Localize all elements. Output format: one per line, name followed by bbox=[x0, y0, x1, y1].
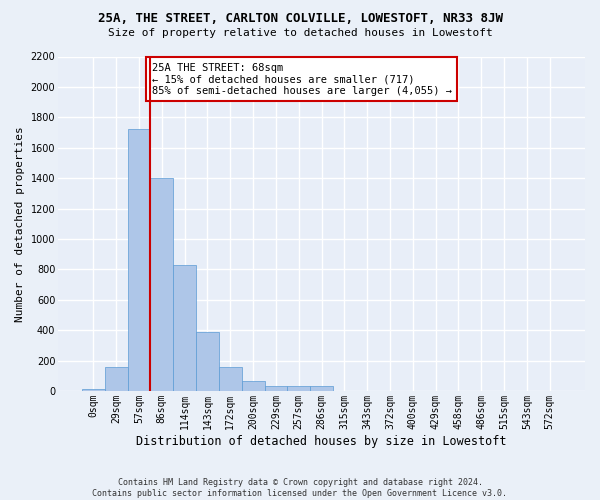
Bar bbox=[151, 178, 173, 391]
X-axis label: Distribution of detached houses by size in Lowestoft: Distribution of detached houses by size … bbox=[136, 434, 507, 448]
Text: 25A THE STREET: 68sqm
← 15% of detached houses are smaller (717)
85% of semi-det: 25A THE STREET: 68sqm ← 15% of detached … bbox=[152, 62, 452, 96]
Bar bbox=[128, 130, 151, 391]
Text: Contains HM Land Registry data © Crown copyright and database right 2024.
Contai: Contains HM Land Registry data © Crown c… bbox=[92, 478, 508, 498]
Bar bbox=[105, 368, 128, 391]
Bar bbox=[196, 332, 219, 391]
Text: 25A, THE STREET, CARLTON COLVILLE, LOWESTOFT, NR33 8JW: 25A, THE STREET, CARLTON COLVILLE, LOWES… bbox=[97, 12, 503, 26]
Bar bbox=[287, 386, 310, 391]
Bar bbox=[265, 386, 287, 391]
Bar bbox=[82, 388, 105, 391]
Y-axis label: Number of detached properties: Number of detached properties bbox=[15, 126, 25, 322]
Bar bbox=[242, 381, 265, 391]
Text: Size of property relative to detached houses in Lowestoft: Size of property relative to detached ho… bbox=[107, 28, 493, 38]
Bar bbox=[310, 386, 333, 391]
Bar bbox=[219, 366, 242, 391]
Bar bbox=[173, 265, 196, 391]
